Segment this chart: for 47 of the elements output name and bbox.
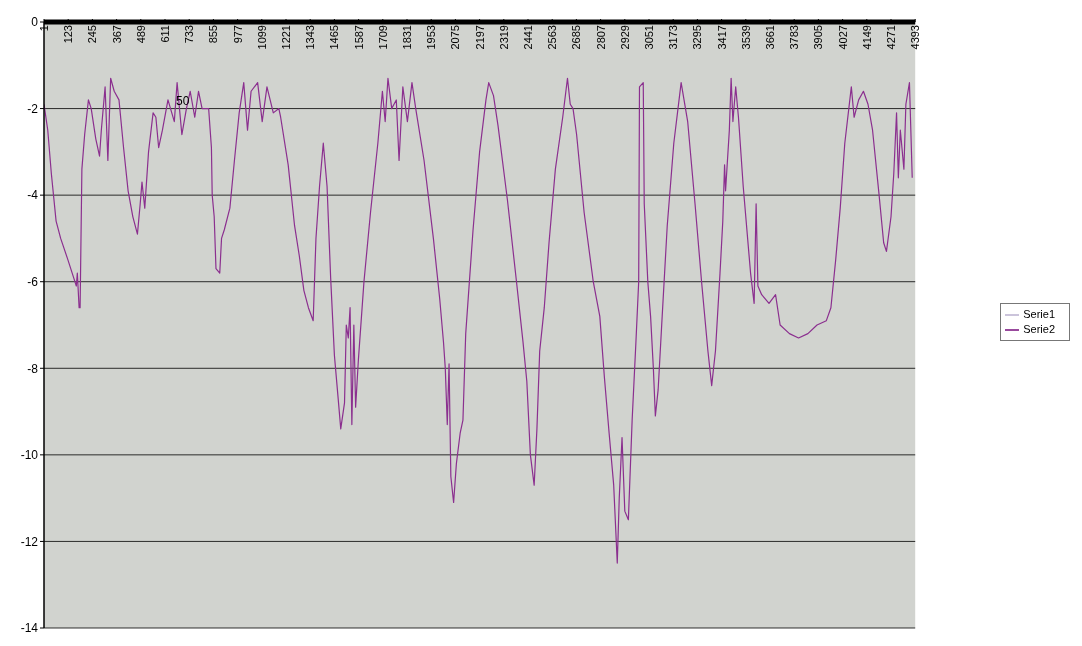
x-tick-label: 1343 [304, 25, 317, 50]
x-tick-label: 489 [134, 25, 147, 44]
x-tick-label: 611 [159, 25, 171, 43]
y-tick-label: 0 [31, 15, 39, 30]
x-tick-label: 3539 [739, 25, 752, 50]
y-tick-label: -14 [20, 621, 39, 636]
x-tick-label: 4393 [909, 25, 922, 50]
legend-label: Serie1 [1023, 307, 1055, 320]
x-tick-label: 3905 [812, 25, 825, 50]
y-tick-label: -2 [27, 101, 39, 116]
x-tick-label: 3417 [715, 25, 728, 50]
x-tick-label: 3051 [643, 25, 655, 50]
x-tick-label: 2197 [473, 25, 486, 50]
x-tick-label: 1465 [328, 25, 341, 50]
x-tick-label: 3661 [764, 25, 776, 50]
y-tick-label: -8 [27, 361, 39, 376]
x-tick-label: 4149 [860, 25, 873, 50]
x-tick-label: 1099 [255, 25, 268, 50]
x-tick-label: 2075 [449, 25, 462, 50]
x-tick-label: 4271 [885, 25, 897, 50]
y-tick-label: -10 [20, 448, 39, 463]
x-tick-label: 2685 [570, 25, 583, 50]
x-tick-label: 123 [62, 25, 75, 44]
x-tick-label: 2929 [618, 25, 631, 50]
x-tick-label: 2319 [497, 25, 510, 50]
y-tick-label: -6 [27, 274, 39, 289]
x-tick-label: 1 [38, 25, 50, 32]
x-tick-label: 3295 [691, 25, 704, 50]
x-tick-label: 1221 [280, 25, 292, 50]
y-tick-label: -12 [20, 534, 39, 549]
y-tick-label: -4 [27, 188, 39, 203]
x-tick-label: 1587 [352, 25, 365, 50]
x-tick-label: 3173 [667, 25, 680, 50]
x-tick-label: 1953 [425, 25, 438, 50]
x-tick-label: 4027 [836, 25, 849, 50]
legend-label: Serie2 [1023, 323, 1055, 335]
x-tick-label: 855 [207, 25, 220, 44]
x-tick-label: 2807 [594, 25, 607, 50]
x-tick-label: 3783 [788, 25, 801, 50]
x-tick-label: 733 [183, 25, 196, 44]
x-tick-label: 2563 [546, 25, 559, 50]
x-tick-label: 367 [110, 25, 123, 44]
x-tick-label: 245 [86, 25, 99, 44]
x-tick-label: 2441 [522, 25, 534, 50]
x-tick-label: 1831 [401, 25, 413, 50]
x-tick-label: 977 [231, 25, 244, 44]
x-tick-label: 1709 [376, 25, 389, 50]
